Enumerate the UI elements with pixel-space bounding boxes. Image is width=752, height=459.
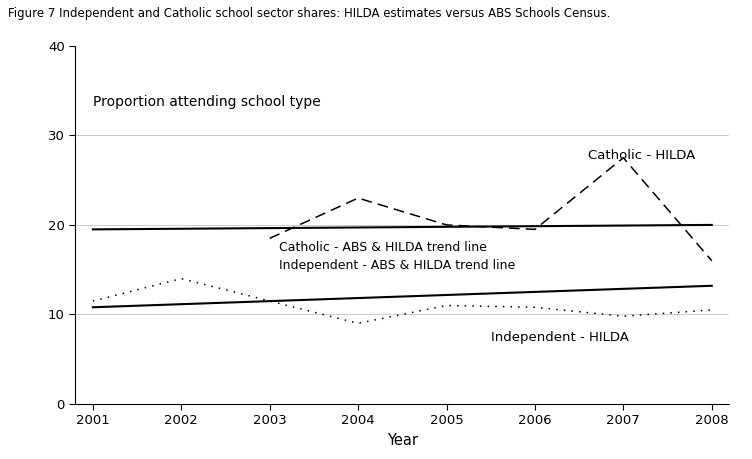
Text: Catholic - HILDA: Catholic - HILDA xyxy=(588,149,696,162)
Text: Proportion attending school type: Proportion attending school type xyxy=(93,95,320,109)
X-axis label: Year: Year xyxy=(387,433,418,448)
Text: Independent - HILDA: Independent - HILDA xyxy=(491,330,629,343)
Text: Catholic - ABS & HILDA trend line: Catholic - ABS & HILDA trend line xyxy=(278,241,487,254)
Text: Figure 7 Independent and Catholic school sector shares: HILDA estimates versus A: Figure 7 Independent and Catholic school… xyxy=(8,7,610,20)
Text: Independent - ABS & HILDA trend line: Independent - ABS & HILDA trend line xyxy=(278,259,515,272)
